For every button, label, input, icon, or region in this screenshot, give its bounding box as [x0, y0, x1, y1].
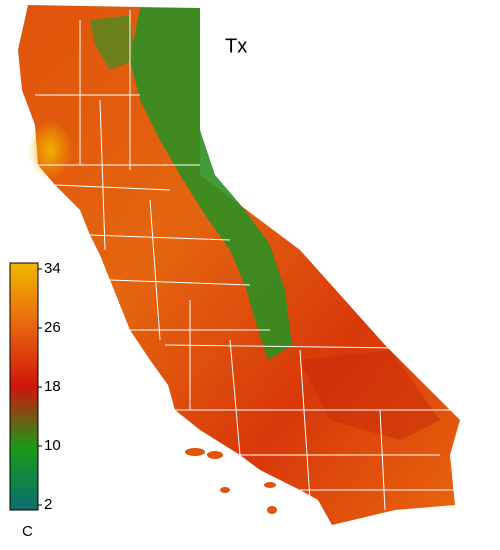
county-line — [35, 94, 460, 491]
map-title: Tx — [225, 35, 247, 57]
colorbar-unit: C — [22, 523, 33, 540]
county-line — [79, 10, 386, 511]
colorbar-tick-label: 18 — [44, 378, 61, 395]
islands — [185, 448, 277, 514]
colorbar-fill — [9, 262, 39, 511]
california — [18, 5, 460, 525]
island — [185, 448, 205, 456]
island — [220, 487, 230, 493]
colorbar-tick-label: 34 — [44, 260, 61, 277]
sierra-band — [130, 8, 292, 360]
colorbar-tick-label: 10 — [44, 437, 61, 454]
colorbar-tick-label: 26 — [44, 319, 61, 336]
county-lines — [35, 10, 460, 511]
island — [267, 506, 277, 514]
hot-region — [28, 120, 72, 180]
desert-dark — [300, 350, 440, 440]
island — [264, 482, 276, 488]
colorbar: 34 26 18 10 2 — [9, 260, 61, 513]
colorbar-tick-label: 2 — [44, 496, 52, 513]
mountain-patch — [90, 15, 135, 70]
island — [207, 451, 223, 459]
